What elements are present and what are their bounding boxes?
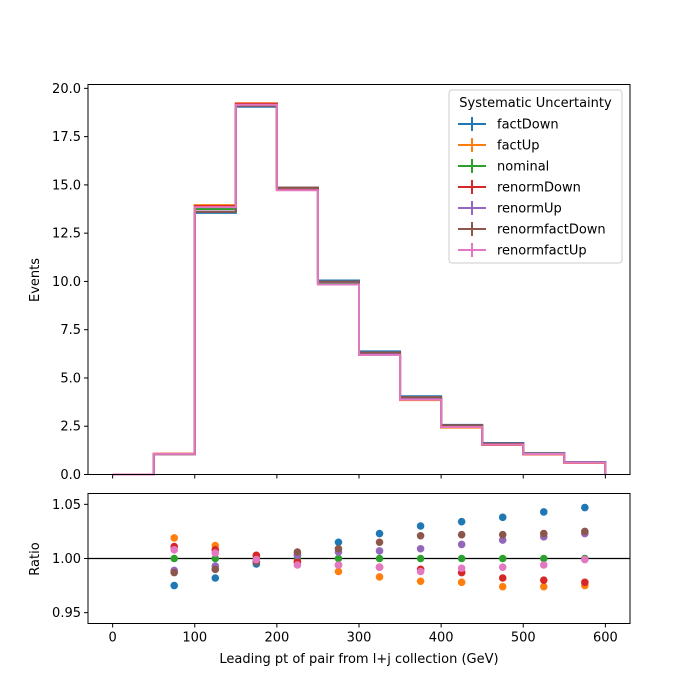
ratio-point-factDown — [581, 503, 589, 512]
x-tick-label: 300 — [347, 631, 372, 646]
ratio-point-renormfactDown — [498, 530, 507, 539]
legend-label-renormDown: renormDown — [497, 181, 581, 196]
ratio-point-renormUp — [498, 536, 507, 544]
x-tick-label: 400 — [429, 631, 454, 646]
top-y-axis-label: Events — [28, 258, 43, 302]
x-tick-label: 500 — [511, 631, 536, 646]
y-tick-label: 12.5 — [52, 227, 81, 242]
legend-label-factUp: factUp — [497, 139, 540, 154]
ratio-point-renormfactDown — [375, 538, 384, 547]
ratio-point-nominal — [375, 554, 384, 563]
top-histogram-series — [112, 102, 607, 476]
ratio-point-factUp — [375, 573, 384, 581]
legend: Systematic Uncertainty factDown factUp nom… — [448, 89, 623, 264]
ratio-point-renormfactUp — [334, 561, 343, 569]
ratio-x-ticks: 0 100 200 300 400 500 600 — [108, 623, 618, 646]
legend-box — [448, 89, 623, 264]
x-tick-label: 200 — [264, 631, 289, 646]
y-tick-label: 2.5 — [60, 420, 81, 435]
ratio-point-renormfactDown — [416, 531, 425, 540]
x-axis-label: Leading pt of pair from l+j collection (… — [219, 652, 498, 667]
legend-items: factDown factUp nominal renormDown renormUp r… — [458, 117, 606, 259]
ratio-point-renormDown — [498, 574, 507, 582]
ratio-point-renormfactDown — [539, 529, 548, 538]
ratio-point-factDown — [416, 522, 425, 530]
ratio-y-tick-label: 1.00 — [52, 552, 81, 567]
ratio-point-renormUp — [375, 547, 384, 555]
x-tick-label: 100 — [182, 631, 207, 646]
ratio-point-factDown — [334, 538, 343, 547]
ratio-point-renormfactDown — [170, 568, 179, 577]
ratio-point-renormfactUp — [457, 564, 466, 573]
ratio-point-renormfactUp — [581, 555, 589, 564]
x-tick-label: 0 — [108, 631, 116, 646]
y-tick-label: 7.5 — [60, 323, 81, 338]
y-tick-label: 15.0 — [52, 178, 81, 193]
ratio-point-nominal — [498, 554, 507, 563]
ratio-point-renormfactUp — [375, 563, 384, 571]
ratio-point-factDown — [457, 517, 466, 526]
ratio-point-factDown — [498, 513, 507, 522]
legend-label-renormfactDown: renormfactDown — [497, 223, 606, 238]
ratio-point-renormfactDown — [293, 548, 302, 556]
y-tick-label: 17.5 — [52, 130, 81, 145]
ratio-y-tick-label: 1.05 — [52, 498, 81, 513]
y-tick-label: 10.0 — [52, 275, 81, 290]
y-tick-label: 5.0 — [60, 371, 81, 386]
ratio-point-nominal — [457, 554, 466, 563]
ratio-point-renormfactDown — [334, 544, 343, 553]
ratio-point-renormfactUp — [170, 546, 179, 554]
y-tick-label: 0.0 — [60, 468, 81, 483]
ratio-point-nominal — [211, 554, 220, 563]
ratio-point-nominal — [416, 554, 425, 563]
ratio-point-renormfactUp — [539, 561, 548, 569]
ratio-point-renormfactDown — [581, 527, 589, 536]
ratio-point-factUp — [539, 582, 548, 591]
ratio-point-factUp — [457, 578, 466, 587]
ratio-point-nominal — [539, 554, 548, 563]
ratio-y-axis-label: Ratio — [28, 542, 43, 575]
ratio-y-tick-label: 0.95 — [52, 606, 81, 621]
ratio-point-renormfactDown — [211, 565, 220, 574]
legend-label-factDown: factDown — [497, 118, 559, 133]
ratio-point-nominal — [170, 554, 179, 563]
legend-label-renormUp: renormUp — [497, 202, 562, 217]
ratio-point-renormfactUp — [252, 555, 261, 564]
x-tick-label: 600 — [593, 631, 618, 646]
top-x-ticks — [112, 474, 606, 479]
ratio-point-factDown — [170, 581, 179, 590]
ratio-point-renormUp — [457, 540, 466, 549]
ratio-point-factUp — [170, 534, 179, 542]
ratio-point-renormUp — [416, 544, 425, 553]
ratio-point-factUp — [416, 577, 425, 586]
top-panel: 0.02.55.07.510.012.515.017.520.0 Events … — [28, 82, 631, 483]
ratio-point-renormfactDown — [457, 530, 466, 539]
ratio-point-factDown — [375, 529, 384, 538]
legend-label-renormfactUp: renormfactUp — [497, 244, 587, 259]
y-tick-label: 20.0 — [52, 82, 81, 97]
ratio-point-renormDown — [539, 576, 548, 584]
ratio-point-renormfactUp — [498, 563, 507, 571]
legend-title: Systematic Uncertainty — [459, 96, 612, 111]
ratio-point-renormfactUp — [293, 561, 302, 569]
ratio-y-ticks: 0.95 1.00 1.05 — [52, 498, 88, 621]
histogram-renormfactUp — [112, 103, 607, 476]
ratio-point-factDown — [539, 508, 548, 516]
ratio-point-factUp — [334, 567, 343, 576]
ratio-point-renormfactUp — [211, 549, 220, 557]
top-y-ticks: 0.0 2.5 5.0 7.5 10.0 12.5 15.0 17.5 20.0 — [52, 82, 88, 483]
ratio-points — [170, 503, 589, 591]
ratio-point-factUp — [498, 582, 507, 591]
ratio-panel: 0.95 1.00 1.05 0 100 200 300 400 500 600 Ratio L… — [28, 493, 631, 667]
ratio-point-renormfactUp — [416, 567, 425, 576]
ratio-point-factDown — [211, 574, 220, 582]
legend-label-nominal: nominal — [497, 160, 549, 175]
ratio-point-nominal — [334, 554, 343, 563]
ratio-point-renormDown — [581, 578, 589, 587]
